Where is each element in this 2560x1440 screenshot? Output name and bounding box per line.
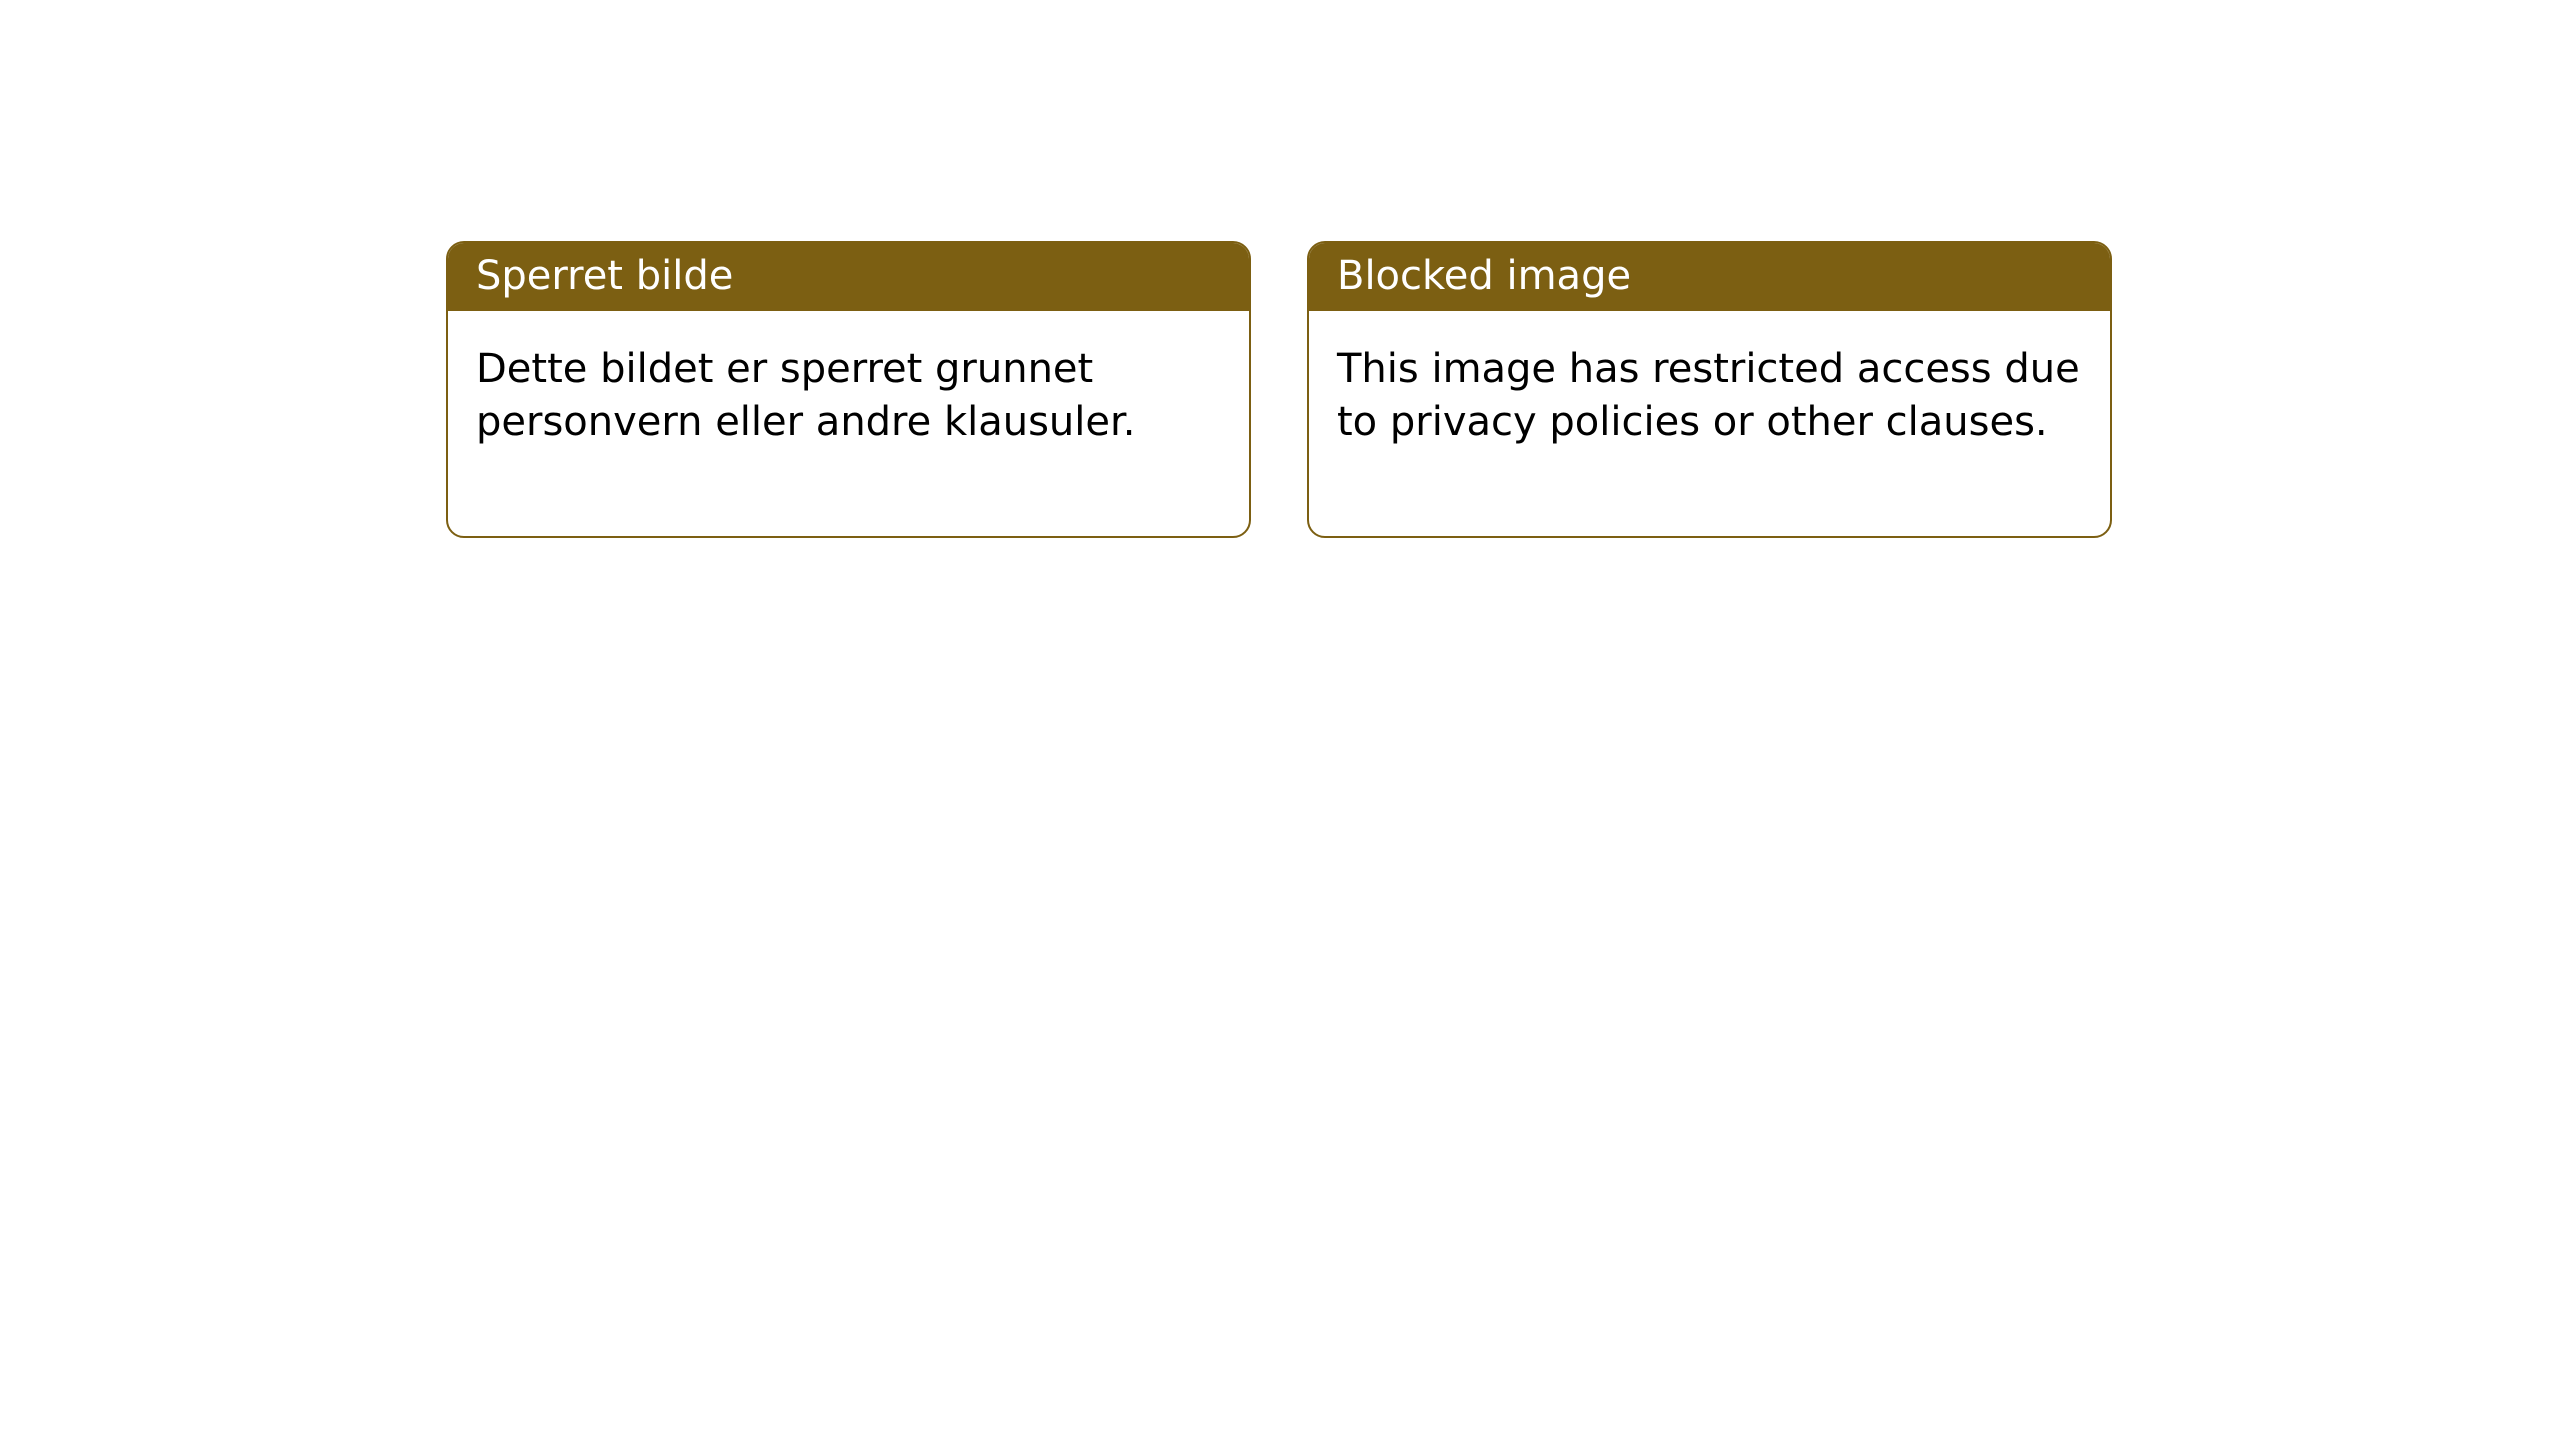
card-norwegian: Sperret bilde Dette bildet er sperret gr… bbox=[446, 241, 1251, 538]
card-header-english: Blocked image bbox=[1309, 243, 2110, 311]
card-body-norwegian: Dette bildet er sperret grunnet personve… bbox=[448, 311, 1249, 536]
card-text-norwegian: Dette bildet er sperret grunnet personve… bbox=[476, 346, 1136, 445]
card-english: Blocked image This image has restricted … bbox=[1307, 241, 2112, 538]
cards-container: Sperret bilde Dette bildet er sperret gr… bbox=[446, 241, 2112, 538]
card-header-norwegian: Sperret bilde bbox=[448, 243, 1249, 311]
card-body-english: This image has restricted access due to … bbox=[1309, 311, 2110, 536]
card-text-english: This image has restricted access due to … bbox=[1337, 346, 2080, 445]
card-title-english: Blocked image bbox=[1337, 253, 1631, 299]
card-title-norwegian: Sperret bilde bbox=[476, 253, 733, 299]
